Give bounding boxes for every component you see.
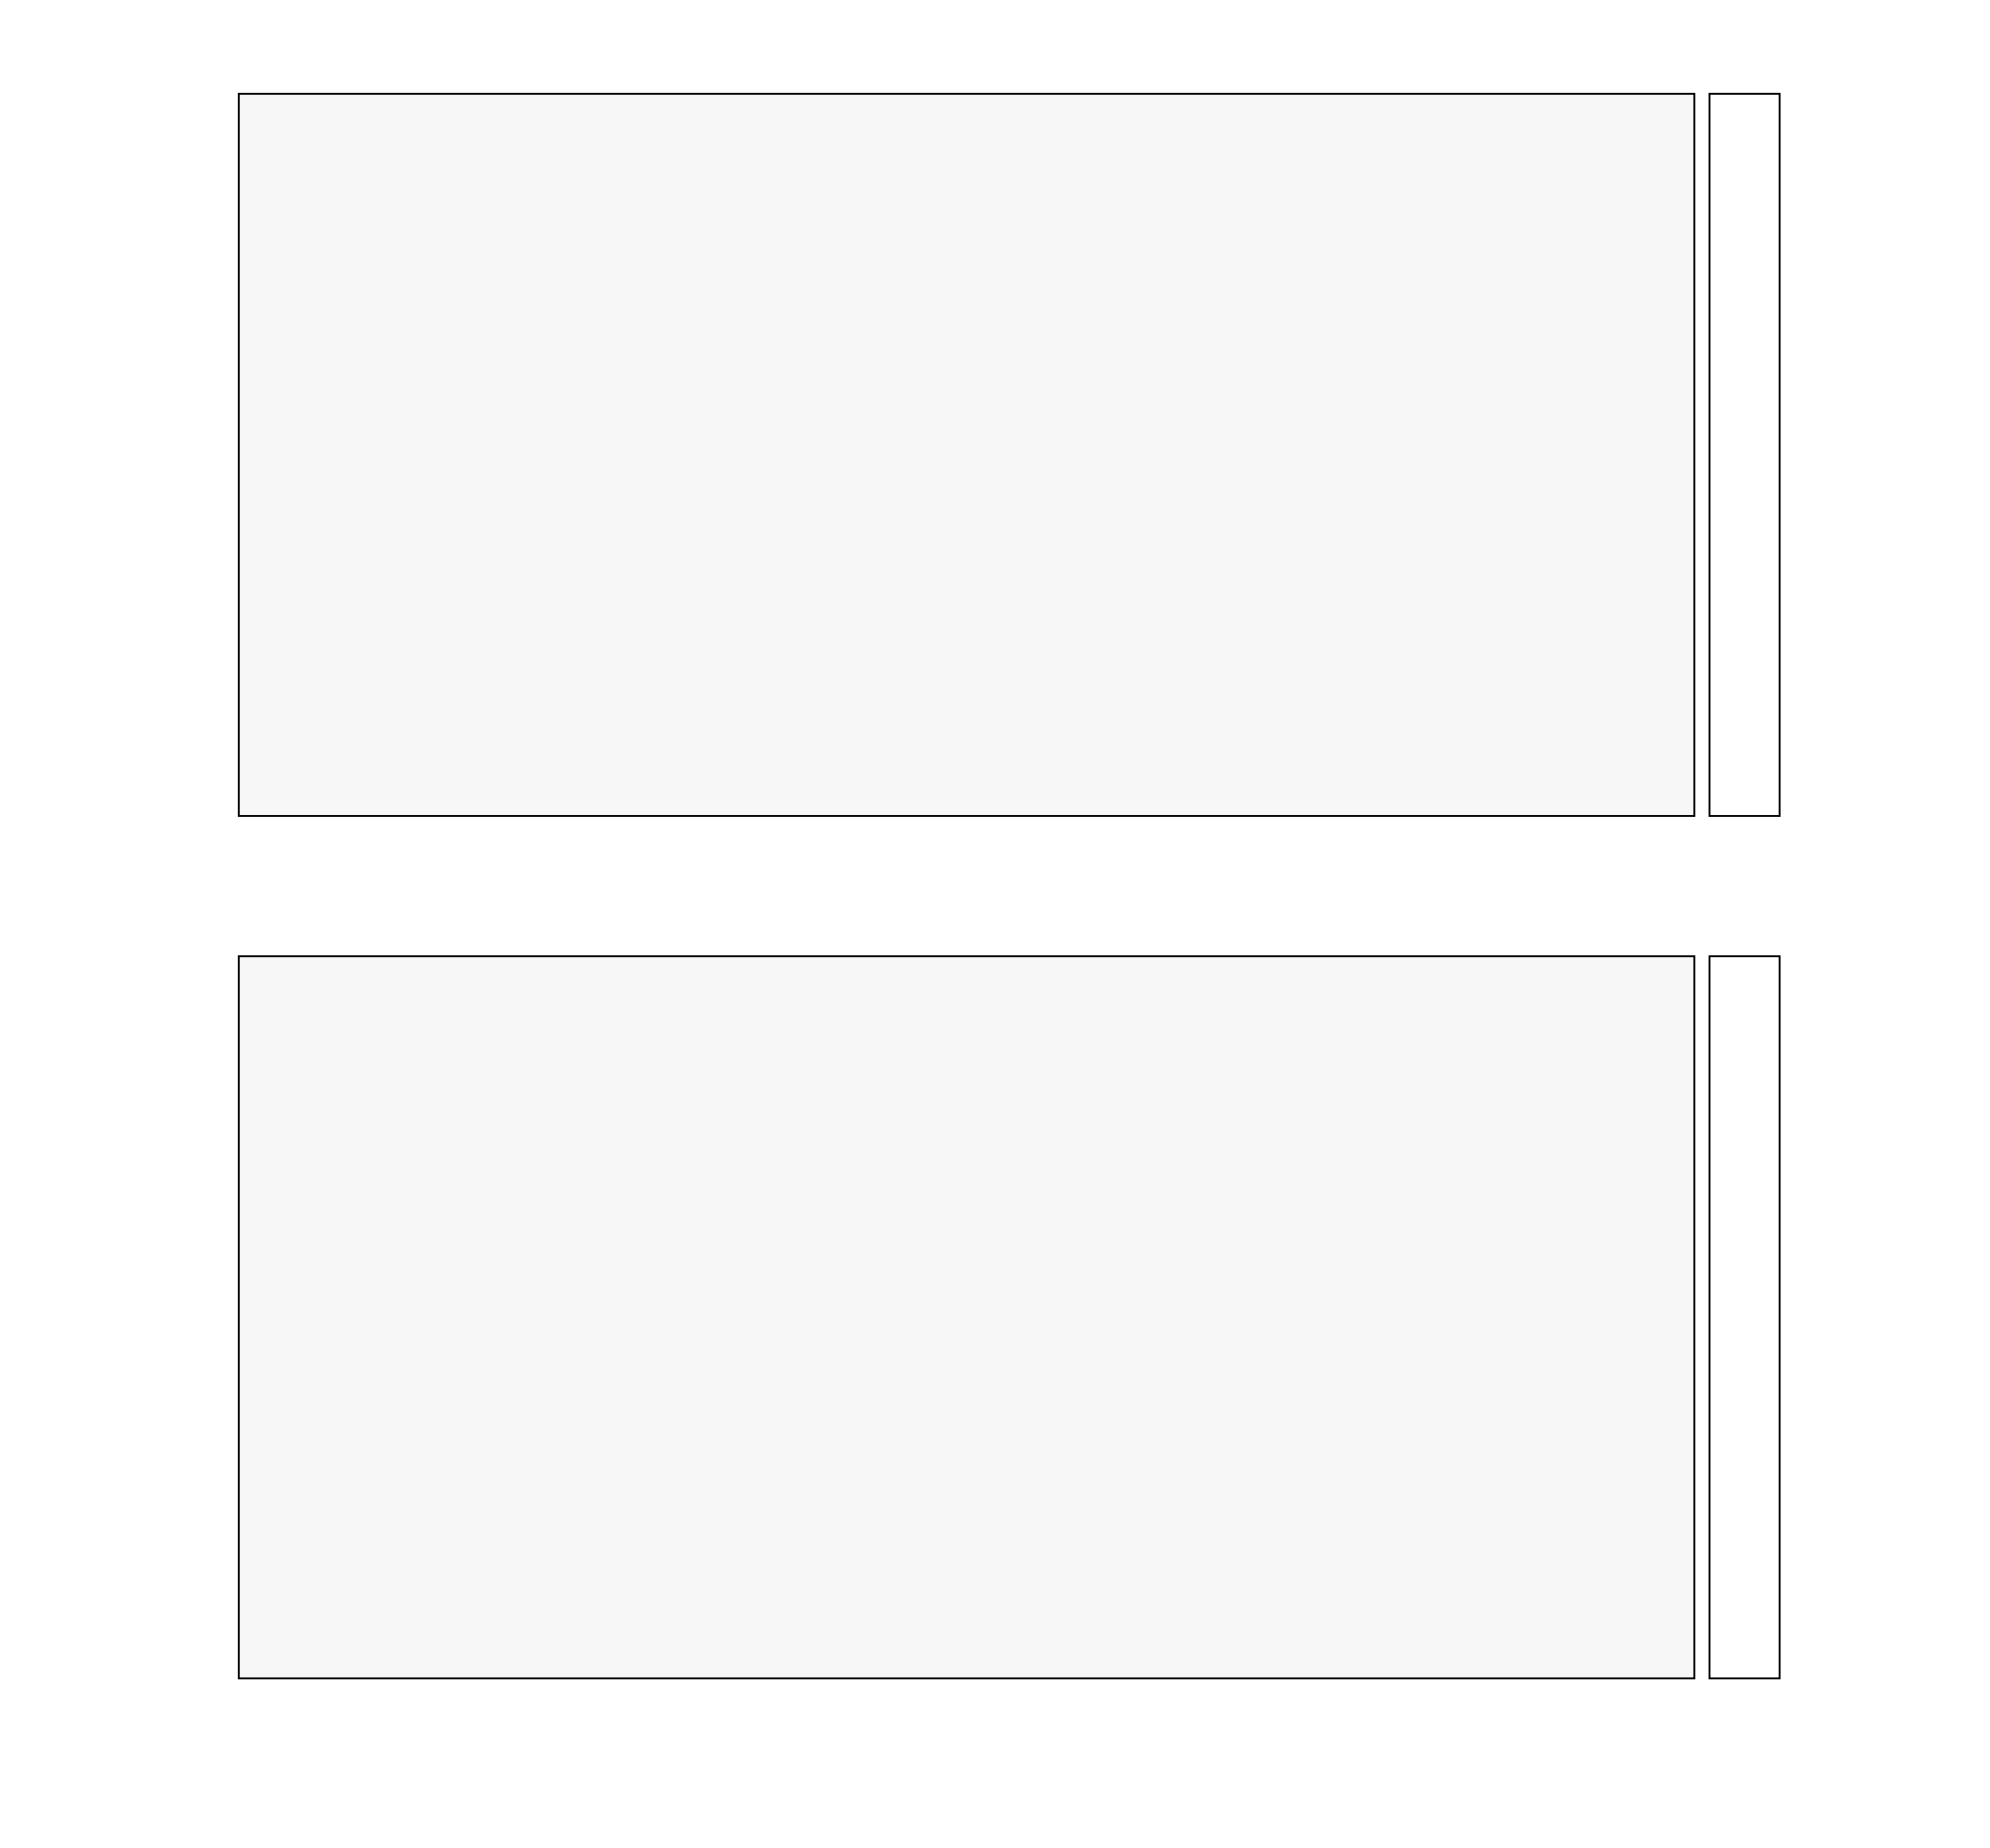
heatmap-ey-canvas bbox=[240, 957, 1693, 1677]
x-axis-label bbox=[965, 1736, 968, 1785]
x-axis-variable bbox=[965, 1736, 968, 1785]
heatmap-ex-canvas bbox=[240, 95, 1693, 815]
colorbar-ey bbox=[1709, 955, 1781, 1679]
y-axis-label-top bbox=[58, 453, 106, 457]
trajectory-overlay-ey bbox=[240, 957, 1693, 1677]
subplot-ex-field bbox=[238, 93, 1695, 817]
y-axis-variable bbox=[58, 453, 106, 457]
trajectory-overlay-ex bbox=[240, 95, 1693, 815]
figure-title bbox=[965, 21, 968, 74]
y-axis-variable bbox=[58, 1315, 106, 1319]
title-variable-t bbox=[965, 21, 968, 74]
colorbar-ex bbox=[1709, 93, 1781, 817]
y-axis-label-bottom bbox=[58, 1315, 106, 1319]
subplot-ey-field bbox=[238, 955, 1695, 1679]
